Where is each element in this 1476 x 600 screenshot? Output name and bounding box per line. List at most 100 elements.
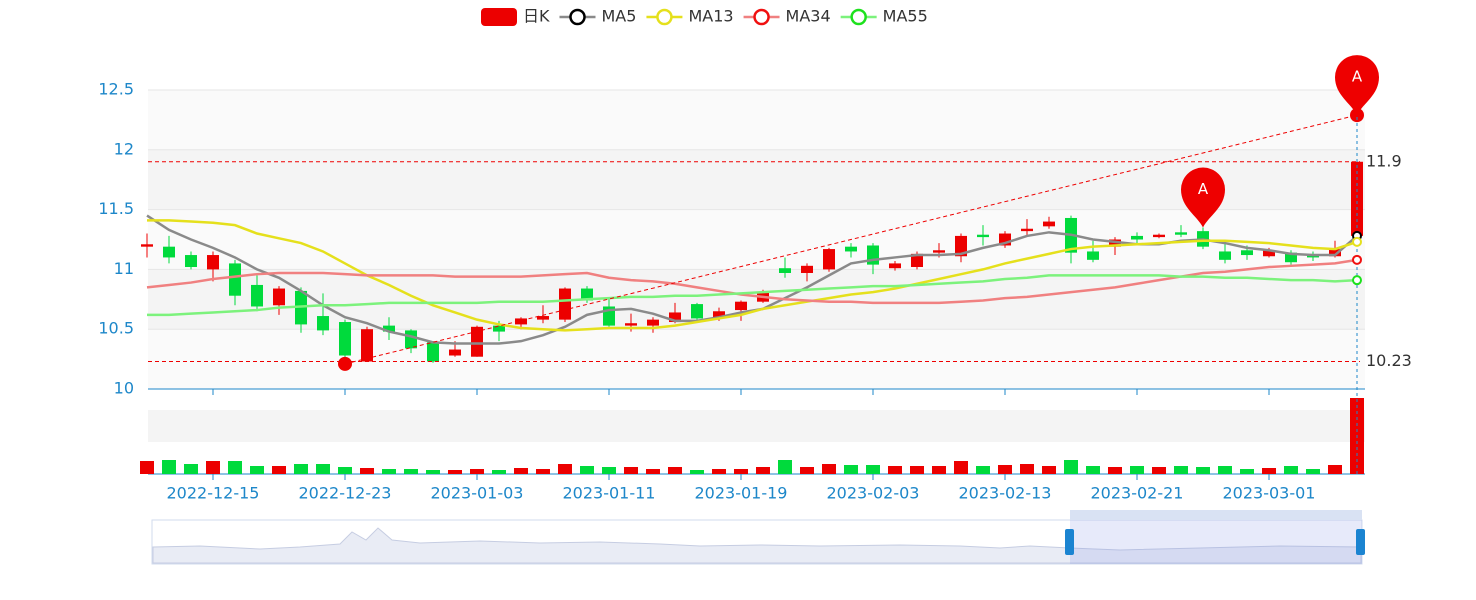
volume-bar [404,469,418,474]
candle-body [1285,252,1297,263]
candle-body [823,249,835,270]
ma-end-marker [1352,275,1362,286]
ma-line [147,219,1358,332]
candle-body [647,319,659,326]
candle-body [1043,221,1055,227]
mark-pin-label: A [1198,180,1209,198]
volume-bar [668,467,682,474]
candle-body [911,253,923,268]
x-tick-label: 2022-12-15 [167,484,260,503]
grid-band [148,329,1365,389]
volume-bar [228,461,242,474]
volume-bar [294,464,308,474]
candle-body [141,244,153,247]
candle-body [405,330,417,349]
mark-pin-label: A [1352,68,1363,86]
volume-bar [580,466,594,474]
candle-body [207,255,219,270]
candle-body [889,263,901,269]
volume-bar [932,466,946,474]
legend-label: MA34 [786,7,831,26]
volume-bar [184,464,198,474]
candle-body [1241,250,1253,256]
x-tick-label: 2023-02-21 [1091,484,1184,503]
grid-band [148,209,1365,270]
volume-bar [1152,467,1166,474]
volume-bar [624,467,638,474]
slider-window[interactable] [1070,520,1362,564]
legend-label: 日K [523,7,550,26]
volume-bar [1064,460,1078,474]
volume-bar [1218,466,1232,474]
candle-body [735,301,747,311]
candle-body [581,288,593,301]
ma-line [146,258,1358,305]
candle-body [251,284,263,307]
ma-end-marker [1352,254,1362,265]
mark-pin [1335,55,1379,116]
candle-body [537,316,549,320]
volume-bar [1086,466,1100,474]
legend-icon [753,8,770,26]
y-tick-label: 12 [114,139,134,158]
candle-body [1351,161,1363,236]
volume-bar [734,469,748,474]
candle-body [273,288,285,306]
volume-bar [712,469,726,474]
legend-label: MA55 [883,7,928,26]
volume-bar [250,466,264,474]
volume-bar [1174,466,1188,474]
slider-handle[interactable] [1065,529,1074,555]
candle-body [999,233,1011,246]
x-tick-label: 2023-03-01 [1223,484,1316,503]
volume-bar [1196,467,1210,474]
volume-bar [888,466,902,474]
candle-body [1021,228,1033,232]
volume-bar [448,470,462,474]
candle-body [625,323,637,326]
volume-bar [866,465,880,474]
candle-body [1219,251,1231,260]
candle-body [713,311,725,319]
volume-bar [426,470,440,474]
volume-bar [822,464,836,474]
candle-body [493,325,505,332]
volume-bar [998,465,1012,474]
volume-bar [646,469,660,474]
trend-start [338,356,352,371]
legend-icon [850,8,867,26]
ma-line [147,274,1358,317]
x-tick-label: 2023-01-03 [431,484,524,503]
mark-line-label: 11.9 [1366,151,1402,170]
volume-bar [140,461,154,474]
volume-bar [492,470,506,474]
x-tick-label: 2023-02-03 [827,484,920,503]
slider-move-bar[interactable] [1070,510,1362,520]
x-tick-label: 2022-12-23 [299,484,392,503]
volume-bar [338,467,352,474]
candle-body [779,268,791,273]
candle-body [801,265,813,273]
candle-body [317,316,329,331]
slider-sparkline [152,527,1362,564]
candle-body [339,322,351,356]
volume-band [148,410,1365,442]
volume-bar [162,460,176,474]
legend-icon [569,8,586,26]
candle-body [383,325,395,332]
volume-bar [1240,469,1254,474]
volume-bar [954,461,968,474]
legend: 日K MA5 MA13 MA34 MA55 [481,7,928,26]
candle-body [669,312,681,323]
volume-bar [1328,465,1342,474]
slider-handle[interactable] [1356,529,1365,555]
y-tick-label: 11 [114,259,134,278]
candle-body [1175,232,1187,235]
trend-line [344,114,1358,365]
volume-bar [1042,466,1056,474]
ma-end-marker [1352,236,1362,247]
y-tick-label: 10 [114,379,134,398]
data-zoom-slider[interactable] [151,510,1365,565]
y-tick-label: 11.5 [98,199,134,218]
